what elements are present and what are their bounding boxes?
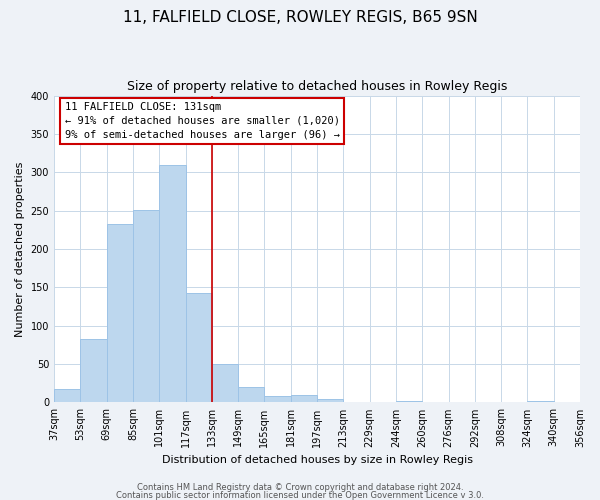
Bar <box>107 224 133 402</box>
Text: 11, FALFIELD CLOSE, ROWLEY REGIS, B65 9SN: 11, FALFIELD CLOSE, ROWLEY REGIS, B65 9S… <box>122 10 478 25</box>
Bar <box>54 388 80 402</box>
Bar <box>396 401 422 402</box>
Bar <box>185 292 212 403</box>
Y-axis label: Number of detached properties: Number of detached properties <box>15 162 25 336</box>
Bar <box>317 400 343 402</box>
Title: Size of property relative to detached houses in Rowley Regis: Size of property relative to detached ho… <box>127 80 507 93</box>
Text: Contains public sector information licensed under the Open Government Licence v : Contains public sector information licen… <box>116 490 484 500</box>
Text: 11 FALFIELD CLOSE: 131sqm
← 91% of detached houses are smaller (1,020)
9% of sem: 11 FALFIELD CLOSE: 131sqm ← 91% of detac… <box>65 102 340 140</box>
Bar <box>291 395 317 402</box>
Bar <box>133 210 159 402</box>
Bar <box>159 164 185 402</box>
Bar <box>80 339 107 402</box>
Bar <box>527 401 554 402</box>
X-axis label: Distribution of detached houses by size in Rowley Regis: Distribution of detached houses by size … <box>161 455 473 465</box>
Bar <box>212 364 238 403</box>
Bar <box>265 396 291 402</box>
Bar <box>238 387 265 402</box>
Text: Contains HM Land Registry data © Crown copyright and database right 2024.: Contains HM Land Registry data © Crown c… <box>137 484 463 492</box>
